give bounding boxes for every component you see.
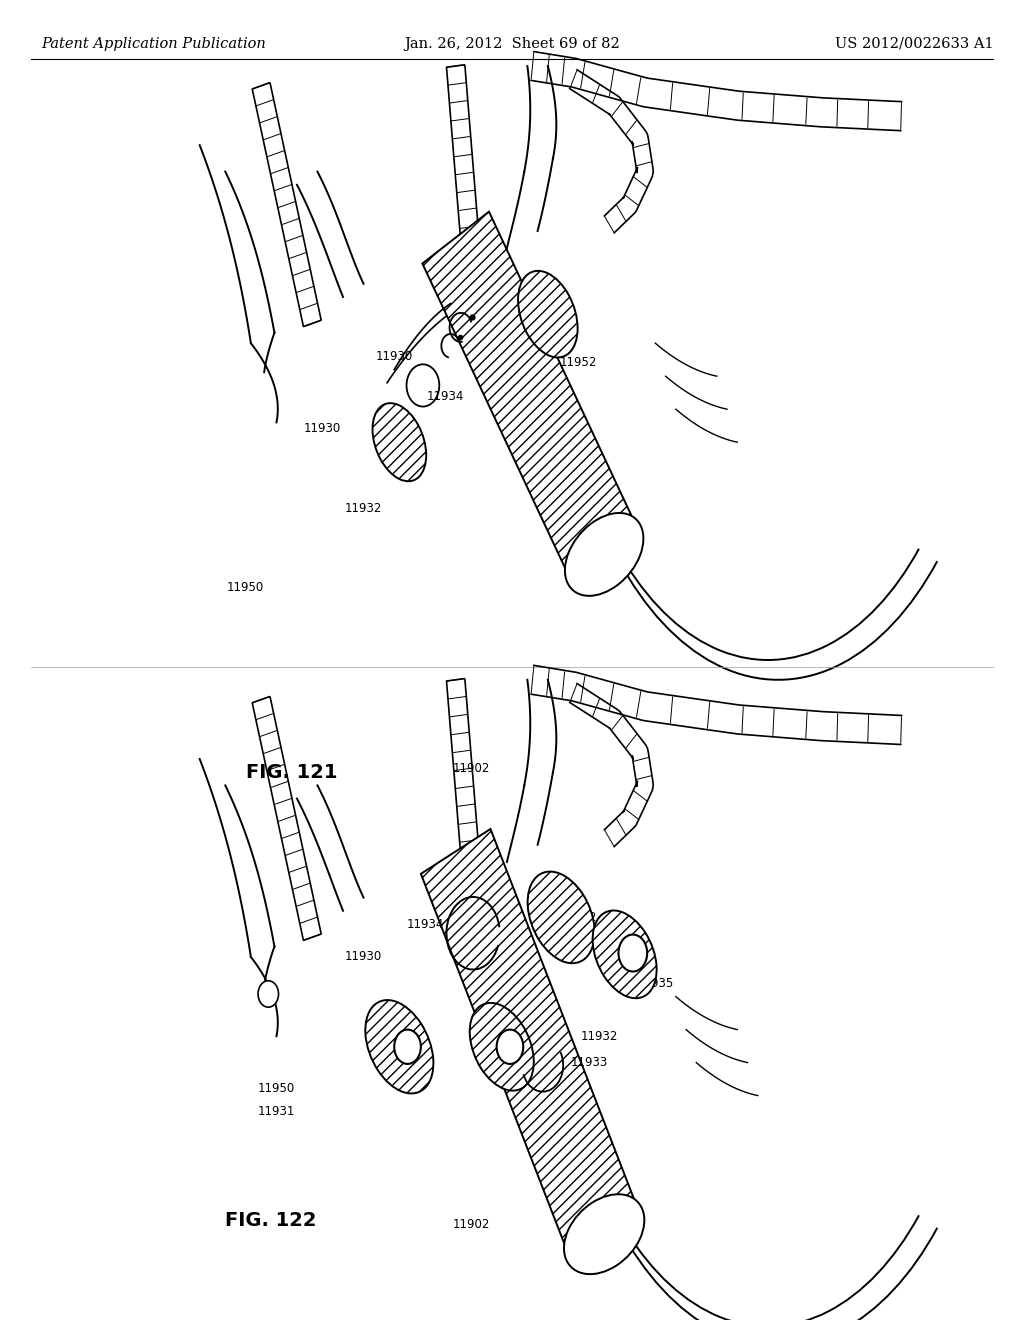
- Circle shape: [497, 1030, 523, 1064]
- Text: 11950: 11950: [227, 581, 264, 594]
- Ellipse shape: [389, 434, 420, 477]
- Polygon shape: [421, 829, 639, 1257]
- Circle shape: [394, 1030, 421, 1064]
- Ellipse shape: [564, 1195, 644, 1274]
- Polygon shape: [422, 211, 638, 581]
- Ellipse shape: [536, 305, 570, 355]
- Text: 11932: 11932: [345, 502, 382, 515]
- Text: 11932: 11932: [581, 1030, 617, 1043]
- Text: 11902: 11902: [453, 762, 489, 775]
- Circle shape: [618, 935, 647, 972]
- Text: 11930: 11930: [345, 950, 382, 964]
- Ellipse shape: [593, 911, 656, 998]
- Text: 11935: 11935: [637, 977, 674, 990]
- Text: FIG. 121: FIG. 121: [246, 763, 337, 781]
- Text: 11933: 11933: [570, 1056, 607, 1069]
- Ellipse shape: [565, 513, 643, 595]
- Ellipse shape: [373, 403, 426, 482]
- Text: 11930: 11930: [376, 350, 413, 363]
- Ellipse shape: [527, 871, 595, 964]
- Text: 11952: 11952: [560, 356, 597, 370]
- Text: Patent Application Publication: Patent Application Publication: [41, 37, 265, 51]
- Circle shape: [258, 981, 279, 1007]
- Ellipse shape: [366, 1001, 433, 1093]
- Text: 11930: 11930: [304, 422, 341, 436]
- Text: 11934: 11934: [407, 917, 443, 931]
- Text: 11950: 11950: [258, 1082, 295, 1096]
- Text: 11952: 11952: [560, 911, 597, 924]
- Text: 11934: 11934: [427, 389, 464, 403]
- Ellipse shape: [518, 271, 578, 358]
- Text: US 2012/0022633 A1: US 2012/0022633 A1: [835, 37, 993, 51]
- Text: 11931: 11931: [258, 1105, 295, 1118]
- Ellipse shape: [546, 908, 585, 958]
- Text: 11902: 11902: [453, 1218, 489, 1232]
- Text: FIG. 122: FIG. 122: [225, 1212, 316, 1230]
- Ellipse shape: [470, 1003, 534, 1090]
- Text: Jan. 26, 2012  Sheet 69 of 82: Jan. 26, 2012 Sheet 69 of 82: [404, 37, 620, 51]
